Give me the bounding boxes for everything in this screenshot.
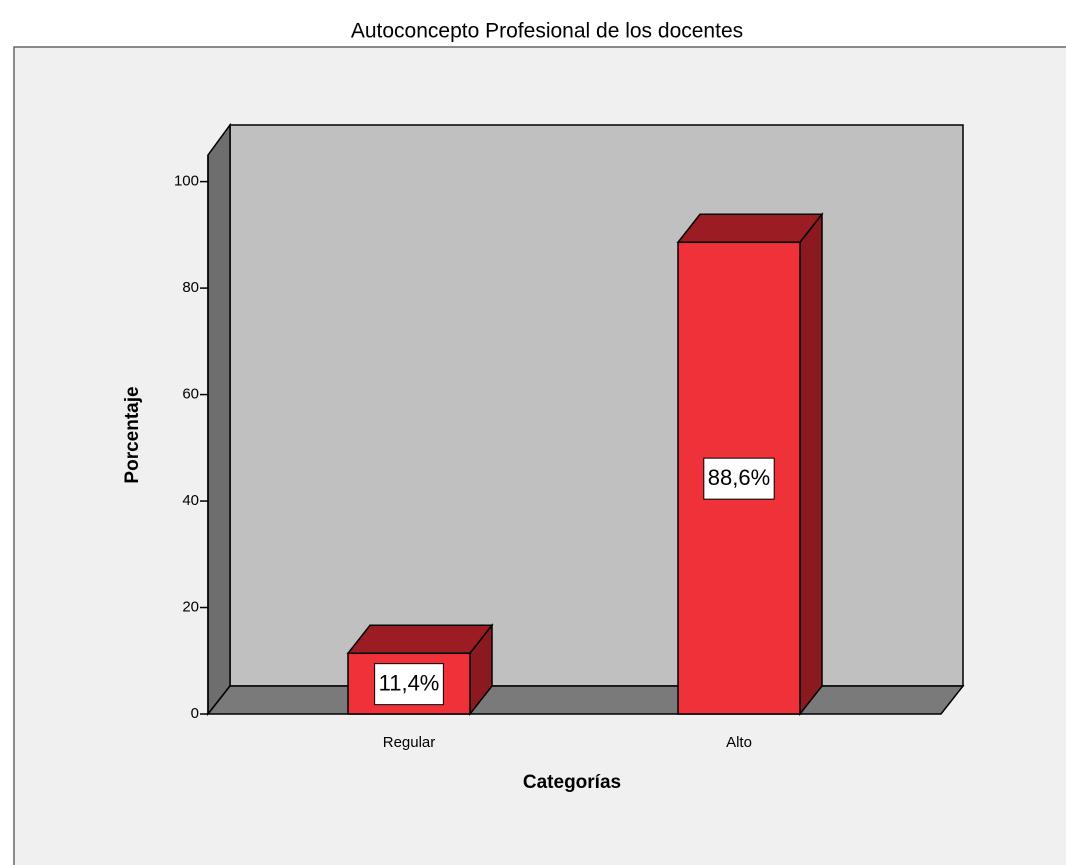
bar-top xyxy=(676,213,824,244)
x-tick-label: Regular xyxy=(383,734,436,751)
y-tick-label: 100 xyxy=(174,173,199,190)
floor xyxy=(206,685,965,715)
y-tick-label: 40 xyxy=(182,492,199,509)
x-axis-label: Categorías xyxy=(523,772,621,793)
y-axis-label: Porcentaje xyxy=(122,386,143,483)
back-wall xyxy=(229,124,964,687)
y-tick-label: 60 xyxy=(182,386,199,403)
value-label: 88,6% xyxy=(708,465,770,490)
y-tick-label: 80 xyxy=(182,279,199,296)
chart-title: Autoconcepto Profesional de los docentes xyxy=(351,20,743,43)
y-tick-label: 20 xyxy=(182,598,199,615)
value-label-box xyxy=(374,663,444,706)
bar-side xyxy=(799,212,823,717)
y-tick-label: 0 xyxy=(191,705,199,722)
side-wall xyxy=(207,122,231,717)
value-label: 11,4% xyxy=(379,670,440,695)
value-label-box xyxy=(703,457,775,500)
x-tick-label: Alto xyxy=(726,734,752,751)
bar-top xyxy=(346,624,494,655)
